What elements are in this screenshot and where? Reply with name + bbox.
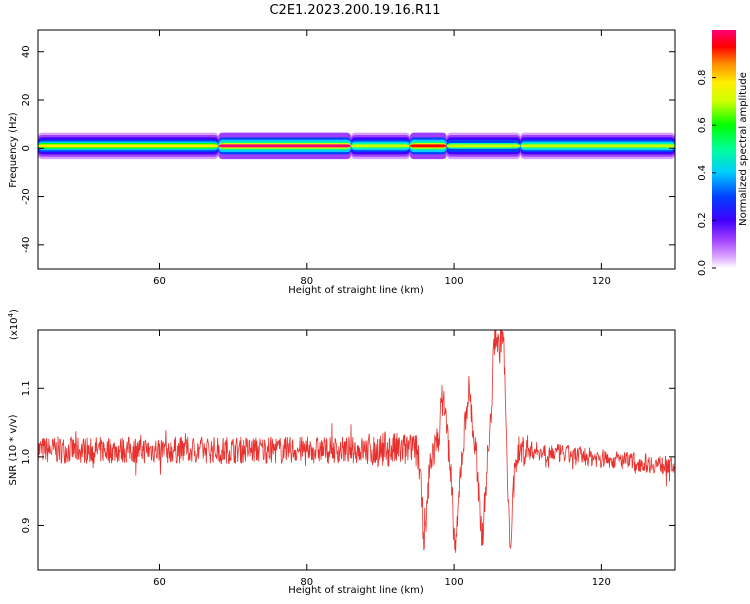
colorbar-tick-label: 0.8 [697,70,708,86]
snr-xtick-label: 120 [592,577,611,588]
colorbar-tick-label: 0.2 [697,212,708,228]
spectrogram-panel: 60 80 100 120 -40 -20 0 20 40 Height of straight… [8,29,676,296]
spectral-band-segment [446,144,521,148]
spectrogram-ticks: 60 80 100 120 -40 -20 0 20 40 [21,30,675,287]
spectral-band-segment [38,144,219,148]
spectrogram-ytick-label: -40 [21,237,32,253]
snr-xtick-label: 100 [445,577,464,588]
snr-ytick-label: 1.1 [21,380,32,396]
spectral-band-segment [409,144,447,148]
colorbar-tick-label: 0.4 [697,165,708,181]
spectral-band-segment [350,144,410,148]
spectrogram-xtick-label: 80 [300,276,313,287]
colorbar-tick-label: 0.0 [697,260,708,276]
spectrogram-xtick-label: 60 [153,276,166,287]
spectral-band-segment [218,144,351,148]
spectral-band [38,132,675,160]
snr-xtick-label: 80 [300,577,313,588]
spectrogram-ytick-label: -20 [21,188,32,204]
spectrogram-xlabel: Height of straight line (km) [288,285,424,296]
chart-title: C2E1.2023.200.19.16.R11 [269,3,440,18]
spectrogram-xtick-label: 120 [592,276,611,287]
spectrogram-ytick-label: 40 [21,45,32,58]
snr-frame [37,329,676,571]
snr-ylabel: SNR (10 * v/v) [8,414,19,485]
snr-yscale-label: (x104) [7,309,20,340]
colorbar-gradient [712,30,736,268]
snr-panel: 60 80 100 120 0.9 1.0 1.1 Height of straight l… [7,309,676,596]
snr-ytick-label: 0.9 [21,517,32,533]
colorbar-tick-label: 0.6 [697,117,708,133]
spectral-band-segment [520,144,675,148]
snr-ytick-label: 1.0 [21,449,32,465]
colorbar-label: Normalized spectral amplitude [738,72,749,226]
spectrogram-ytick-label: 0 [21,145,32,151]
spectrogram-ylabel: Frequency (Hz) [8,112,19,188]
colorbar: 0.0 0.2 0.4 0.6 0.8 Normalized spectral ampl… [697,30,749,276]
spectrogram-ytick-label: 20 [21,94,32,107]
snr-xlabel: Height of straight line (km) [288,585,424,596]
snr-series-line [38,330,675,553]
colorbar-ticks: 0.0 0.2 0.4 0.6 0.8 [697,70,716,276]
spectrogram-frame [37,29,676,270]
spectrogram-xtick-label: 100 [445,276,464,287]
snr-ticks: 60 80 100 120 0.9 1.0 1.1 [21,330,675,588]
snr-xtick-label: 60 [153,577,166,588]
